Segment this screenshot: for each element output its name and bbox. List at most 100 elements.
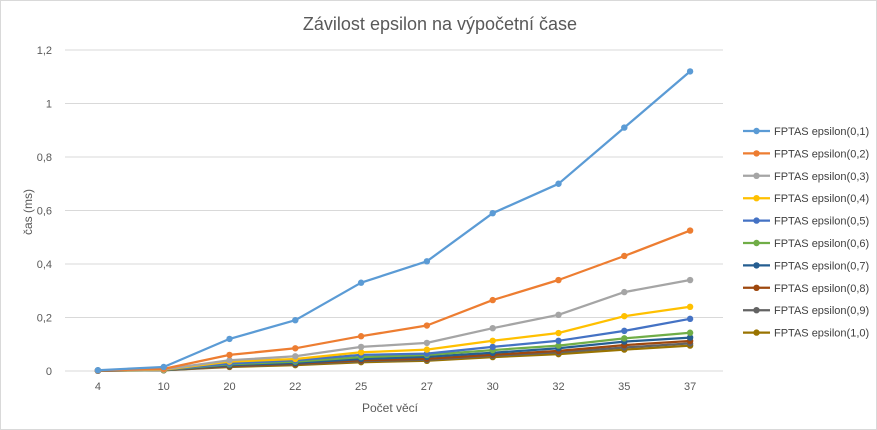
legend-label: FPTAS epsilon(0,9) <box>774 305 869 317</box>
data-point <box>686 334 694 341</box>
legend-marker <box>753 307 760 314</box>
chart-title: Závilost epsilon na výpočetní čase <box>303 14 577 34</box>
data-point <box>621 124 628 131</box>
data-point <box>357 333 365 340</box>
x-tick-label: 32 <box>552 381 564 393</box>
legend-item: FPTAS epsilon(0,3) <box>743 171 869 183</box>
y-tick-label: 1 <box>46 99 52 111</box>
data-point <box>423 322 431 329</box>
series-line <box>96 229 692 372</box>
x-tick-label: 37 <box>684 381 696 393</box>
series-line <box>96 70 692 372</box>
legend-item: FPTAS epsilon(0,6) <box>743 238 869 250</box>
legend-label: FPTAS epsilon(0,5) <box>774 216 869 228</box>
data-point <box>621 312 628 320</box>
data-point <box>555 276 562 284</box>
legend-item: FPTAS epsilon(0,7) <box>743 260 869 272</box>
data-point <box>160 363 167 371</box>
x-tick-label: 4 <box>95 381 101 393</box>
y-tick-label: 0 <box>46 366 52 378</box>
legend-label: FPTAS epsilon(0,4) <box>774 193 869 205</box>
y-axis-ticks: 0 0,2 0,4 0,6 0,8 1 1,2 <box>37 45 52 378</box>
legend-label: FPTAS epsilon(0,2) <box>774 148 869 160</box>
data-point <box>292 345 299 352</box>
data-point <box>686 303 694 310</box>
data-point <box>489 296 496 304</box>
series-line <box>96 278 692 372</box>
legend-marker <box>753 195 760 202</box>
data-point <box>489 343 496 351</box>
data-point <box>621 327 628 335</box>
legend-marker <box>753 239 760 247</box>
data-point <box>292 316 299 324</box>
legend-item: FPTAS epsilon(0,2) <box>743 148 869 160</box>
data-point <box>686 227 694 234</box>
x-tick-label: 25 <box>355 381 367 393</box>
legend-label: FPTAS epsilon(0,7) <box>774 260 869 272</box>
data-point <box>357 343 365 351</box>
legend-item: FPTAS epsilon(0,8) <box>743 283 869 295</box>
x-tick-label: 20 <box>223 381 235 393</box>
series-1 <box>94 68 694 374</box>
legend-label: FPTAS epsilon(0,6) <box>774 238 869 250</box>
legend-label: FPTAS epsilon(0,3) <box>774 171 869 183</box>
data-point <box>357 279 365 286</box>
data-point <box>489 325 496 332</box>
data-point <box>555 311 562 319</box>
data-point <box>621 288 628 296</box>
series-layer <box>94 68 694 374</box>
y-tick-label: 0,6 <box>37 206 52 218</box>
y-tick-label: 0,4 <box>37 259 52 271</box>
data-point <box>423 346 431 353</box>
legend-item: FPTAS epsilon(0,4) <box>743 193 869 205</box>
data-point <box>489 337 496 344</box>
x-tick-label: 30 <box>487 381 499 393</box>
legend-item: FPTAS epsilon(1,0) <box>743 328 869 340</box>
legend-label: FPTAS epsilon(0,1) <box>774 126 869 138</box>
legend-marker <box>753 262 760 269</box>
x-tick-label: 35 <box>618 381 630 393</box>
legend-marker <box>753 329 760 336</box>
data-point <box>686 276 694 284</box>
x-tick-label: 27 <box>421 381 433 393</box>
x-tick-label: 22 <box>289 381 301 393</box>
y-axis-title: čas (ms) <box>21 189 35 235</box>
x-tick-label: 10 <box>158 381 170 393</box>
data-point <box>226 357 233 364</box>
data-point <box>555 342 562 349</box>
y-tick-label: 0,8 <box>37 152 52 164</box>
data-point <box>94 366 102 374</box>
data-point <box>423 258 431 265</box>
data-point <box>292 353 299 360</box>
data-point <box>423 339 431 347</box>
data-point <box>555 329 562 337</box>
data-point <box>621 335 628 342</box>
x-axis-ticks: 4 10 20 22 25 27 30 32 35 37 <box>95 381 696 393</box>
data-point <box>686 315 694 323</box>
legend: FPTAS epsilon(0,1) FPTAS epsilon(0,2) FPTA… <box>743 126 869 340</box>
legend-marker <box>753 172 760 179</box>
data-point <box>555 180 562 187</box>
data-point <box>226 335 233 343</box>
legend-item: FPTAS epsilon(0,1) <box>743 126 869 138</box>
legend-label: FPTAS epsilon(1,0) <box>774 328 869 340</box>
gridlines <box>65 49 723 318</box>
data-point <box>686 68 694 75</box>
data-point <box>489 209 496 217</box>
data-point <box>555 337 562 344</box>
legend-marker <box>753 217 760 224</box>
legend-marker <box>753 150 760 157</box>
data-point <box>226 351 233 359</box>
data-point <box>686 329 694 336</box>
y-tick-label: 0,2 <box>37 313 52 325</box>
data-point <box>621 252 628 260</box>
x-axis-title: Počet věcí <box>362 401 419 415</box>
legend-label: FPTAS epsilon(0,8) <box>774 283 869 295</box>
legend-marker <box>753 127 760 135</box>
legend-item: FPTAS epsilon(0,9) <box>743 305 869 317</box>
legend-marker <box>753 284 760 291</box>
data-point <box>357 349 365 356</box>
series-4 <box>94 303 694 374</box>
